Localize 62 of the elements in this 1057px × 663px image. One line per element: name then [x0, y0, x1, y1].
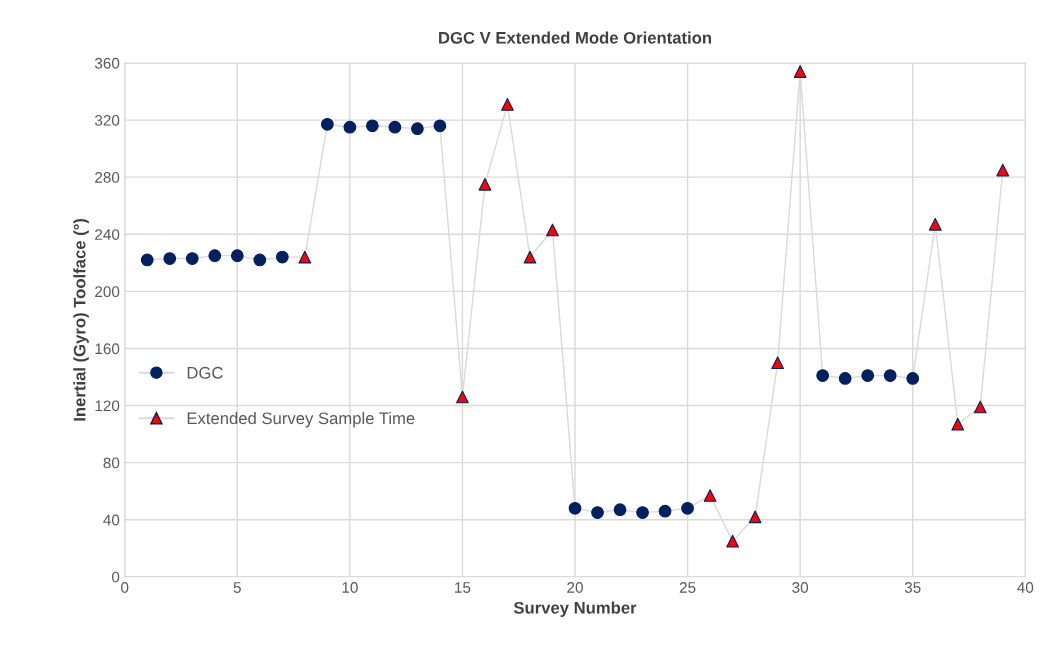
x-tick-label: 25	[679, 582, 696, 593]
x-tick-label: 10	[342, 582, 358, 593]
point	[253, 253, 267, 267]
point	[546, 223, 559, 237]
legend-label: DGC	[187, 366, 223, 379]
point	[501, 98, 514, 111]
y-tick-label: 120	[95, 400, 120, 412]
y-tick-label: 240	[95, 229, 120, 240]
point	[320, 117, 334, 131]
y-tick-label: 200	[95, 286, 120, 298]
y-tick-label: 0	[111, 571, 120, 583]
point	[388, 120, 402, 134]
x-tick-label: 0	[121, 582, 129, 593]
y-tick-label: 360	[94, 57, 120, 69]
x-tick-label: 15	[455, 582, 471, 593]
x-tick-label: 20	[567, 582, 583, 593]
point	[185, 252, 199, 265]
point	[996, 163, 1010, 177]
point	[838, 372, 852, 385]
point	[478, 177, 492, 191]
y-tick-label: 280	[95, 172, 120, 183]
x-tick-label: 35	[904, 582, 921, 593]
x-tick-label: 40	[1017, 582, 1034, 593]
point	[591, 506, 604, 519]
legend-label: Extended Survey Sample Time	[187, 411, 415, 428]
point	[208, 249, 222, 263]
y-tick-label: 40	[103, 514, 120, 526]
y-tick-label: 320	[94, 114, 120, 126]
point	[411, 122, 424, 136]
point	[366, 119, 379, 133]
x-tick-label: 30	[792, 582, 809, 593]
point	[343, 120, 357, 134]
point	[906, 372, 920, 385]
point	[703, 489, 717, 502]
point	[433, 119, 447, 133]
point	[748, 510, 762, 524]
x-tick-label: 5	[233, 582, 241, 593]
y-tick-label: 160	[95, 343, 120, 355]
point	[861, 369, 875, 382]
point	[456, 390, 469, 404]
point	[163, 252, 177, 265]
chart-title: DGC V Extended Mode Orientation	[439, 31, 712, 44]
point	[658, 504, 672, 518]
point	[771, 356, 784, 370]
point	[613, 503, 627, 517]
point	[568, 501, 582, 515]
point	[636, 506, 649, 519]
point	[140, 253, 154, 267]
point	[816, 369, 830, 382]
point	[928, 217, 942, 231]
point	[298, 250, 312, 264]
x-axis-title: Survey Number	[513, 601, 637, 617]
point	[793, 65, 807, 78]
point	[523, 250, 537, 264]
y-tick-label: 80	[103, 457, 120, 469]
point	[973, 400, 987, 414]
y-axis-title: Inertial (Gyro) Toolface (°)	[73, 218, 89, 421]
point	[230, 249, 244, 263]
point	[726, 534, 739, 548]
point	[275, 250, 289, 264]
point	[883, 369, 897, 382]
point	[681, 501, 694, 515]
